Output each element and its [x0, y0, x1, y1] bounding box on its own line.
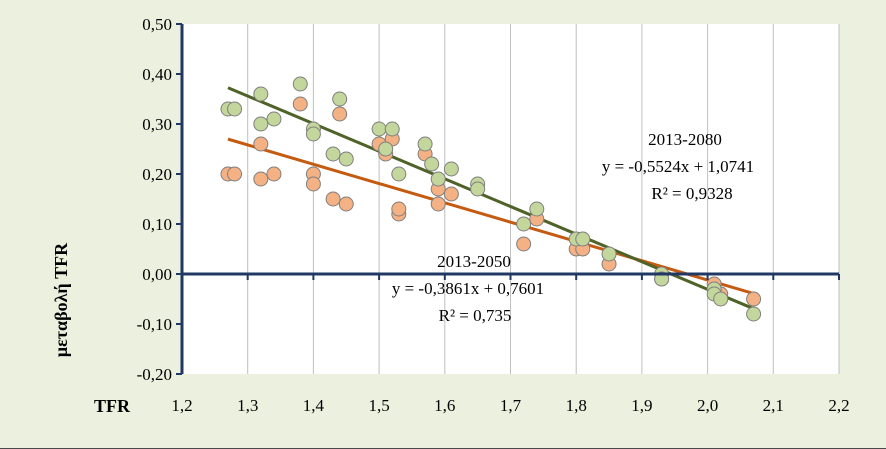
data-point-series-1 — [305, 126, 321, 142]
data-point-series-0 — [292, 96, 308, 112]
equation-label-2013-2050: 2013-2050 y = -0,3861x + 0,7601 R² = 0,7… — [392, 252, 544, 325]
x-tick-label: 2,2 — [828, 396, 849, 415]
data-point-series-0 — [443, 186, 459, 202]
y-tick-label: 0,40 — [142, 65, 172, 84]
data-point-series-1 — [470, 181, 486, 197]
x-tick-label: 1,8 — [566, 396, 587, 415]
data-point-series-0 — [391, 201, 407, 217]
y-axis-title: μεταβολή TFR — [51, 242, 71, 357]
trendline-series-0 — [227, 137, 755, 296]
data-point-series-0 — [430, 196, 446, 212]
x-tick-label: 1,5 — [368, 396, 389, 415]
x-tick-label: 1,6 — [434, 396, 455, 415]
y-tick-label: 0,50 — [142, 15, 172, 34]
data-point-series-1 — [371, 121, 387, 137]
data-point-series-0 — [305, 176, 321, 192]
data-point-series-1 — [338, 151, 354, 167]
data-point-series-0 — [227, 166, 243, 182]
series-2080-equation: y = -0,5524x + 1,0741 — [602, 157, 754, 176]
y-tick-label: 0,30 — [142, 115, 172, 134]
y-tick-label: 0,20 — [142, 165, 172, 184]
data-point-series-1 — [266, 111, 282, 127]
x-tick-label: 1,2 — [171, 396, 192, 415]
x-tick-label: 1,7 — [500, 396, 522, 415]
x-axis-title: TFR — [94, 396, 131, 416]
data-point-series-1 — [443, 161, 459, 177]
data-point-series-0 — [325, 191, 341, 207]
x-tick-label: 1,9 — [631, 396, 652, 415]
x-tick-label: 2,0 — [697, 396, 718, 415]
data-point-series-1 — [332, 91, 348, 107]
series-2050-r2: R² = 0,735 — [439, 306, 512, 325]
series-2050-year-label: 2013-2050 — [437, 252, 511, 271]
data-point-series-1 — [516, 216, 532, 232]
data-point-series-0 — [516, 236, 532, 252]
data-point-series-1 — [601, 246, 617, 262]
x-tick-label: 2,1 — [763, 396, 784, 415]
data-point-series-1 — [575, 231, 591, 247]
y-tick-label: -0,20 — [137, 365, 172, 384]
data-point-series-1 — [227, 101, 243, 117]
data-point-series-1 — [292, 76, 308, 92]
data-point-series-1 — [384, 121, 400, 137]
data-point-series-1 — [253, 116, 269, 132]
data-point-series-1 — [378, 141, 394, 157]
data-point-series-0 — [266, 166, 282, 182]
data-point-series-0 — [332, 106, 348, 122]
axes — [176, 23, 840, 375]
y-tick-label: -0,10 — [137, 315, 172, 334]
data-points — [220, 76, 762, 322]
data-point-series-1 — [430, 171, 446, 187]
data-point-series-0 — [338, 196, 354, 212]
data-point-series-1 — [391, 166, 407, 182]
data-point-series-0 — [253, 136, 269, 152]
x-tick-label: 1,4 — [303, 396, 325, 415]
data-point-series-1 — [713, 291, 729, 307]
tick-labels: 1,2 1,3 1,4 1,5 1,6 1,7 1,8 1,9 2,0 2,1 2,2 -0,20 -0… — [137, 15, 850, 415]
data-point-series-0 — [253, 171, 269, 187]
y-tick-label: 0,00 — [142, 265, 172, 284]
x-tick-label: 1,3 — [237, 396, 258, 415]
y-tick-label: 0,10 — [142, 215, 172, 234]
data-point-series-1 — [325, 146, 341, 162]
grid-lines — [247, 24, 840, 374]
data-point-series-1 — [424, 156, 440, 172]
series-2050-equation: y = -0,3861x + 0,7601 — [392, 279, 544, 298]
data-point-series-1 — [417, 136, 433, 152]
equation-label-2013-2080: 2013-2080 y = -0,5524x + 1,0741 R² = 0,9… — [602, 130, 754, 203]
data-point-series-1 — [746, 306, 762, 322]
data-point-series-0 — [746, 291, 762, 307]
series-2080-r2: R² = 0,9328 — [651, 184, 732, 203]
series-2080-year-label: 2013-2080 — [648, 130, 722, 149]
data-point-series-1 — [253, 86, 269, 102]
data-point-series-1 — [529, 201, 545, 217]
